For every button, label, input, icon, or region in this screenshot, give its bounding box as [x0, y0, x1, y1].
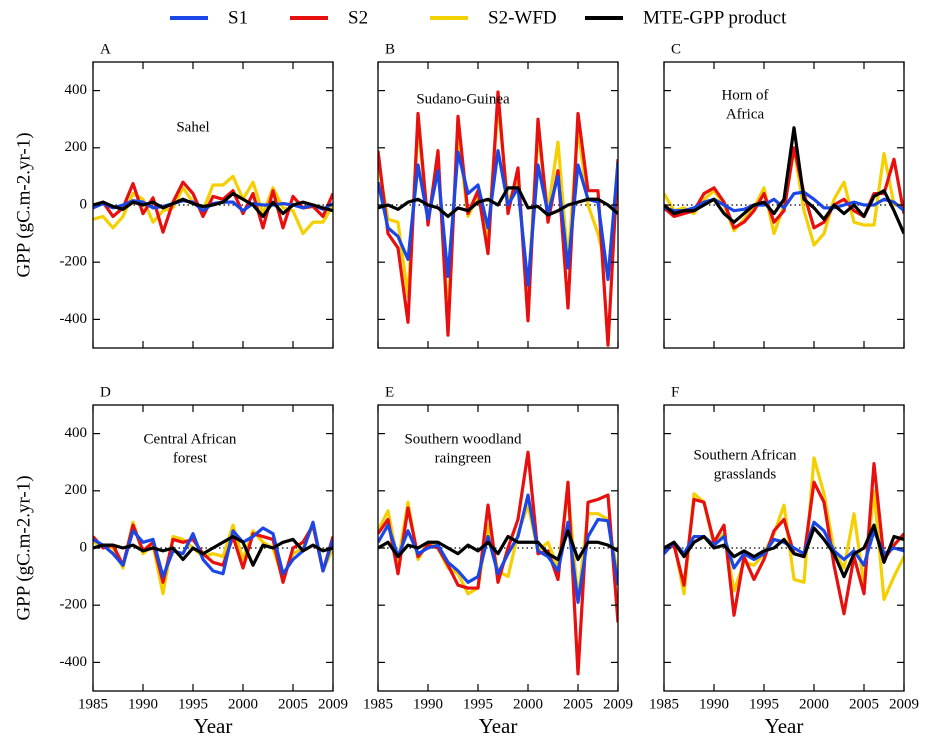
series-line	[93, 174, 333, 236]
x-tick-label: 2000	[513, 696, 543, 712]
y-tick-label: 200	[65, 139, 88, 155]
y-tick-label: -400	[60, 654, 88, 670]
series-line	[378, 186, 618, 219]
x-tick-label: 2009	[318, 696, 348, 712]
series-line	[93, 191, 333, 219]
x-tick-label: 2000	[799, 696, 829, 712]
series-line	[378, 90, 618, 347]
x-tick-label: 1995	[463, 696, 493, 712]
x-axis-label: Year	[194, 714, 233, 738]
series-group	[93, 520, 333, 596]
legend-label: S2	[348, 7, 368, 28]
y-tick-label: 400	[65, 425, 88, 441]
series-line	[378, 450, 618, 676]
panel-label: A	[100, 41, 111, 57]
panel: 1985 1990 1995 2000 2005 2009 E Southern woodla…	[363, 384, 633, 737]
y-tick-label: -400	[60, 311, 88, 327]
y-tick-label: 0	[80, 196, 88, 212]
series-line	[93, 523, 333, 584]
panel-label: B	[385, 41, 395, 57]
series-line	[664, 126, 904, 235]
series-group	[378, 90, 618, 347]
x-tick-label: 1995	[749, 696, 779, 712]
series-line	[664, 523, 904, 579]
panel: -400 -200 0 200 400 A Sahel GPP (gC.m-2.yr-1)	[13, 41, 334, 349]
panel: -400 -200 0 200 400 1985 1990 1995 2000 2005 2009 D…	[13, 384, 348, 737]
series-line	[378, 149, 618, 287]
panel-annotation: Central African	[144, 431, 237, 447]
series-line	[93, 520, 333, 579]
y-tick-label: 200	[65, 482, 88, 498]
panel-annotation: grasslands	[714, 466, 777, 482]
panel-annotation: Africa	[726, 106, 765, 122]
series-line	[93, 534, 333, 567]
panel: C Horn of Africa	[663, 41, 905, 349]
x-tick-label: 1985	[363, 696, 393, 712]
x-tick-label: 2005	[849, 696, 879, 712]
x-axis-label: Year	[479, 714, 518, 738]
x-tick-label: 2009	[889, 696, 919, 712]
x-axis-label: Year	[765, 714, 804, 738]
series-line	[664, 190, 904, 213]
series-group	[664, 456, 904, 617]
panel-annotation: forest	[173, 450, 208, 466]
legend-label: MTE-GPP product	[643, 7, 787, 28]
y-tick-label: -200	[60, 597, 88, 613]
series-line	[93, 520, 333, 596]
x-tick-label: 2000	[228, 696, 258, 712]
panel-label: E	[385, 384, 394, 400]
y-tick-label: 0	[80, 539, 88, 555]
panel-label: C	[671, 41, 681, 57]
panel-annotation: raingreen	[435, 450, 492, 466]
y-axis-label: GPP (gC.m-2.yr-1)	[13, 132, 34, 277]
series-group	[378, 450, 618, 676]
x-tick-label: 1985	[78, 696, 108, 712]
x-tick-label: 1990	[699, 696, 729, 712]
x-tick-label: 1995	[178, 696, 208, 712]
y-tick-label: -200	[60, 254, 88, 270]
series-line	[378, 493, 618, 604]
panel-label: D	[100, 384, 111, 400]
series-group	[93, 174, 333, 236]
legend-label: S1	[228, 7, 248, 28]
x-tick-label: 1990	[128, 696, 158, 712]
series-line	[378, 529, 618, 562]
series-line	[664, 462, 904, 617]
y-axis-label: GPP (gC.m-2.yr-1)	[13, 475, 34, 620]
panel-annotation: Horn of	[721, 87, 768, 103]
panel-annotation: Sahel	[176, 119, 209, 135]
x-tick-label: 1990	[413, 696, 443, 712]
panel-annotation: Sudano-Guinea	[416, 91, 510, 107]
series-line	[93, 180, 333, 234]
panel-label: F	[671, 384, 679, 400]
x-tick-label: 2005	[278, 696, 308, 712]
panel: B Sudano-Guinea	[377, 41, 619, 349]
series-group	[664, 126, 904, 247]
x-tick-label: 1985	[649, 696, 679, 712]
x-tick-label: 2009	[603, 696, 633, 712]
y-tick-label: 400	[65, 82, 88, 98]
panel-annotation: Southern African	[694, 447, 797, 463]
panel-annotation: Southern woodland	[404, 431, 522, 447]
legend-label: S2-WFD	[488, 7, 557, 28]
x-tick-label: 2005	[563, 696, 593, 712]
panel: 1985 1990 1995 2000 2005 2009 F Southern Africa…	[649, 384, 919, 737]
